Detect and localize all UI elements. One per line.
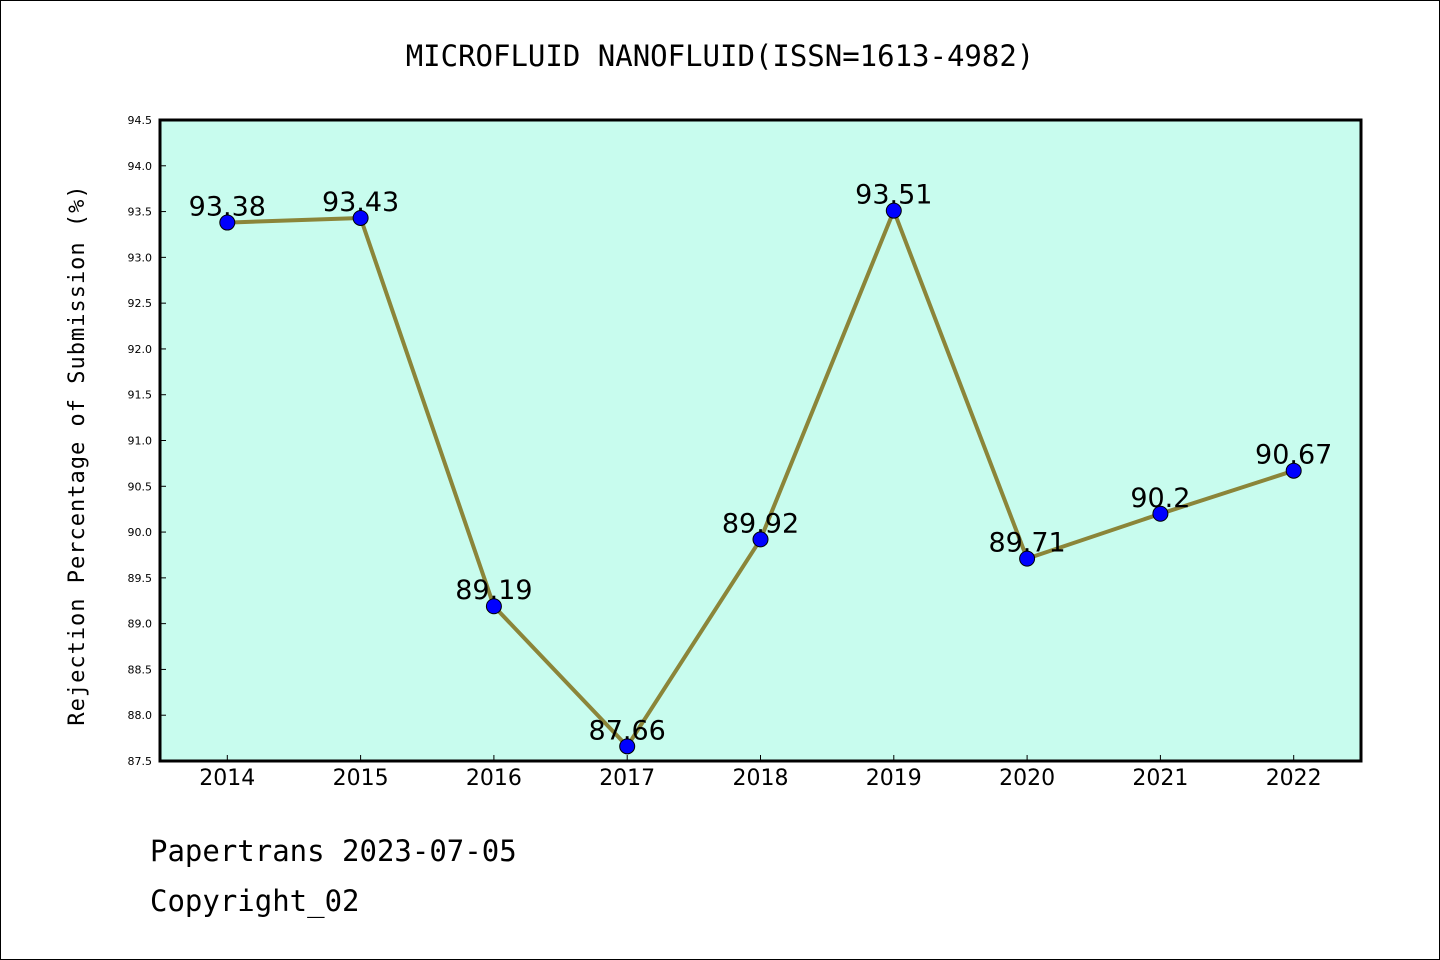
x-tick-label: 2018 <box>733 766 789 791</box>
y-tick-label: 89.5 <box>128 572 153 585</box>
y-tick-label: 92.0 <box>128 343 153 356</box>
x-tick-label: 2020 <box>999 766 1055 791</box>
data-point <box>752 531 769 548</box>
data-label: 93.38 <box>189 192 266 223</box>
data-point <box>1152 505 1169 522</box>
x-tick-label: 2015 <box>333 766 389 791</box>
y-tick-label: 92.5 <box>128 297 153 310</box>
data-point <box>219 214 236 231</box>
data-label: 93.43 <box>322 187 399 218</box>
x-tick-label: 2021 <box>1132 766 1188 791</box>
chart-title: MICROFLUID NANOFLUID(ISSN=1613-4982) <box>406 39 1035 73</box>
data-point <box>485 598 502 615</box>
y-tick-label: 94.0 <box>128 160 153 173</box>
x-tick-label: 2016 <box>466 766 522 791</box>
x-axis-ticks: 2014 2015 2016 2017 2018 2019 2020 2021 2022 <box>199 755 1322 791</box>
y-tick-label: 91.0 <box>128 435 153 448</box>
data-label: 90.2 <box>1130 483 1190 514</box>
data-point <box>619 738 636 755</box>
x-tick-label: 2022 <box>1266 766 1322 791</box>
y-tick-label: 93.0 <box>128 251 153 264</box>
data-label: 89.19 <box>455 575 532 606</box>
data-label: 90.67 <box>1255 440 1332 471</box>
x-tick-label: 2017 <box>599 766 655 791</box>
x-tick-label: 2019 <box>866 766 922 791</box>
y-tick-label: 87.5 <box>128 755 153 768</box>
data-label: 89.71 <box>988 528 1065 559</box>
data-labels: 93.38 93.43 89.19 87.66 89.92 93.51 89.71 90.2 9… <box>189 180 1333 747</box>
y-tick-label: 90.5 <box>128 480 153 493</box>
y-tick-label: 94.5 <box>128 114 153 127</box>
series-points <box>219 202 1302 755</box>
x-tick-label: 2014 <box>199 766 255 791</box>
data-label: 87.66 <box>589 715 666 746</box>
data-point <box>1019 550 1036 567</box>
footer-copyright: Copyright_02 <box>150 884 360 918</box>
data-point <box>1285 462 1302 479</box>
y-axis-ticks: 87.5 88.0 88.5 89.0 89.5 90.0 90.5 91.0 91.5 92.0… <box>128 114 166 768</box>
y-tick-label: 91.5 <box>128 389 153 402</box>
y-tick-label: 89.0 <box>128 618 153 631</box>
data-label: 89.92 <box>722 508 799 539</box>
y-tick-label: 88.0 <box>128 709 153 722</box>
y-tick-label: 90.0 <box>128 526 153 539</box>
data-point <box>885 202 902 219</box>
footer-date: Papertrans 2023-07-05 <box>150 834 517 868</box>
data-label: 93.51 <box>855 180 932 211</box>
y-tick-label: 93.5 <box>128 206 153 219</box>
plot-area <box>158 118 1363 763</box>
y-axis-label: Rejection Percentage of Submission (%) <box>65 184 90 725</box>
data-point <box>352 209 369 226</box>
y-tick-label: 88.5 <box>128 663 153 676</box>
